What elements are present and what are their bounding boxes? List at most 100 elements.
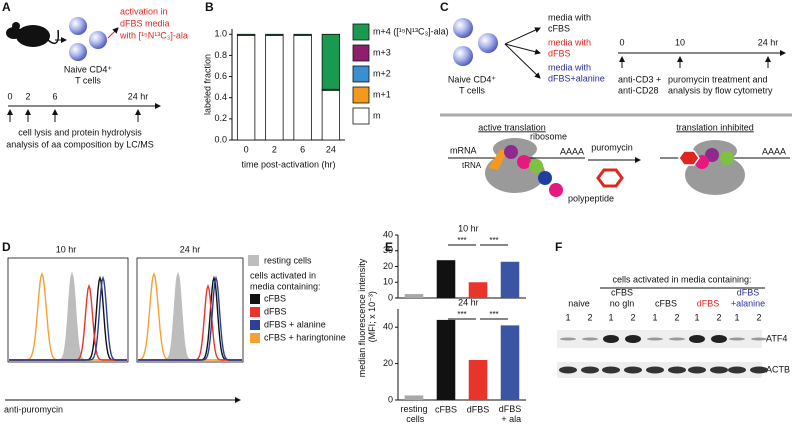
media-text: media with xyxy=(548,12,591,22)
bar xyxy=(500,325,520,400)
stimulus-text: anti-CD3 + xyxy=(618,74,661,84)
x-tick-label: cFBS xyxy=(435,404,457,414)
blot-band xyxy=(729,337,745,341)
legend-label: m xyxy=(373,110,381,120)
timepoint-arrows xyxy=(619,56,771,68)
legend-label: cFBS + haringtonine xyxy=(264,332,346,342)
active-translation-diagram xyxy=(448,138,585,197)
legend-label: dFBS xyxy=(264,306,287,316)
bar-segment xyxy=(293,33,312,36)
legend-swatch xyxy=(250,294,260,304)
lane-label: 1 xyxy=(565,312,570,322)
blot-band xyxy=(750,366,768,374)
bar-segment xyxy=(321,89,341,141)
legend-label: resting cells xyxy=(264,255,312,265)
arrow xyxy=(504,27,541,45)
axis-label: anti-puromycin xyxy=(4,404,63,414)
diagram-label: mRNA xyxy=(450,145,477,155)
y-axis-label: labeled fraction xyxy=(202,54,212,115)
panel-label: A xyxy=(2,0,11,14)
protein-label: ATF4 xyxy=(766,333,787,343)
timepoint: 0 xyxy=(7,91,12,101)
timepoint: 10 xyxy=(675,37,685,47)
bar-segment xyxy=(293,34,312,141)
amino-acid xyxy=(517,155,531,169)
histogram-curve xyxy=(138,283,242,361)
media-text: dFBS xyxy=(548,48,571,58)
lane-label: 2 xyxy=(716,312,721,322)
lane-label: 2 xyxy=(587,312,592,322)
timepoint: 24 hr xyxy=(128,91,149,101)
blot-band xyxy=(581,366,599,374)
legend-label: m+4 ([¹⁵N¹³C₃]-ala) xyxy=(373,26,449,36)
diagram-label: AAAA xyxy=(762,146,786,156)
arrow xyxy=(504,43,541,79)
mouse-ear xyxy=(12,22,20,30)
blot-band xyxy=(647,337,663,341)
group-label: dFBS xyxy=(737,287,760,297)
diagram-label: ribosome xyxy=(530,131,567,141)
legend-swatch xyxy=(352,44,370,62)
y-axis-label: median fluorescence intensity (MFI; x 10… xyxy=(357,258,377,377)
legend-swatch xyxy=(250,307,260,317)
y-tick-label: 0 xyxy=(388,292,393,302)
blot-band xyxy=(582,337,598,341)
lane-label: 1 xyxy=(734,312,739,322)
legend-swatch xyxy=(250,320,260,330)
cell xyxy=(69,17,87,35)
trna xyxy=(488,150,508,170)
legend-swatch xyxy=(352,23,370,41)
x-tick-label: dFBS + ala xyxy=(499,404,522,424)
media-text: media with xyxy=(548,37,591,47)
blot-band xyxy=(751,337,767,341)
group-label: cFBS xyxy=(655,298,677,308)
bar-segment xyxy=(236,33,256,36)
legend-label: m+1 xyxy=(373,89,391,99)
bar-segment xyxy=(236,34,256,141)
readout-text: analysis by flow cytometry xyxy=(668,85,773,95)
blot-band xyxy=(669,337,685,341)
legend-swatch xyxy=(248,255,259,266)
histogram-frame xyxy=(136,257,244,363)
blot-band xyxy=(559,366,577,374)
legend-heading: media containing: xyxy=(250,281,321,291)
diagram-label: polypeptide xyxy=(568,193,614,203)
significance-label: *** xyxy=(457,236,466,245)
panel-label: E xyxy=(385,240,393,254)
timepoint: 2 xyxy=(25,91,30,101)
panel-label: F xyxy=(555,240,562,254)
readout-text: analysis of aa composition by LC/MS xyxy=(6,139,154,149)
timepoint: 0 xyxy=(619,37,624,47)
media-text: dFBS+alanine xyxy=(548,73,605,83)
cell xyxy=(453,18,473,38)
bar-segment xyxy=(321,33,341,90)
diagram-label: AAAA xyxy=(560,146,584,156)
chart-title: 24 hr xyxy=(458,297,479,307)
histogram-curve xyxy=(9,275,127,361)
condition-text: activation in xyxy=(120,6,168,16)
amino-acid xyxy=(720,151,734,165)
histogram-curve xyxy=(138,275,242,361)
cells-label: T cells xyxy=(459,85,485,95)
blot-band xyxy=(625,335,641,343)
legend-label: cFBS xyxy=(264,293,286,303)
inhibited-translation-diagram xyxy=(660,140,790,195)
lane-label: 1 xyxy=(608,312,613,322)
group-label: naive xyxy=(568,298,590,308)
arrow xyxy=(504,43,541,55)
legend-swatch xyxy=(250,333,260,343)
y-tick-label: 0.6 xyxy=(214,71,227,81)
timepoint: 24 hr xyxy=(758,37,779,47)
media-arrows xyxy=(504,27,541,79)
condition-text: dFBS media xyxy=(120,18,170,28)
amino-acid xyxy=(529,159,543,173)
y-tick-label: 20 xyxy=(383,261,393,271)
lane-label: 1 xyxy=(694,312,699,322)
bar-segment xyxy=(265,34,284,141)
legend-heading: cells activated in xyxy=(250,270,316,280)
cells-label: Naive CD4⁺ xyxy=(448,74,497,84)
legend-swatch xyxy=(352,86,370,104)
puromycin-icon xyxy=(596,168,624,188)
bar xyxy=(468,282,488,298)
